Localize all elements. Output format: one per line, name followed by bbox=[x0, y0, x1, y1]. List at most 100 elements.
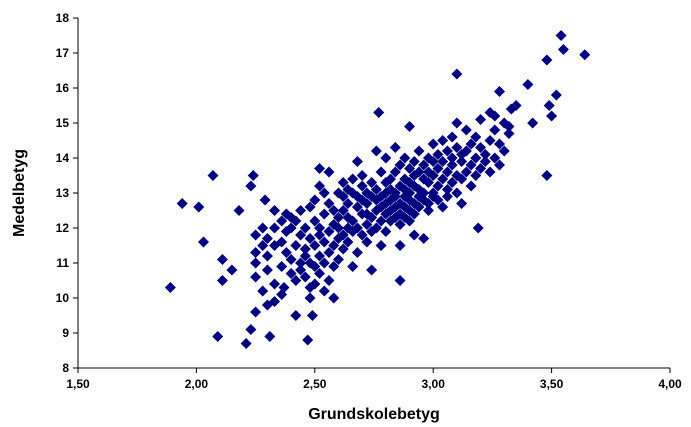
y-tick-label: 10 bbox=[56, 291, 70, 305]
point bbox=[250, 306, 262, 318]
point bbox=[375, 215, 387, 227]
x-tick-label: 2,50 bbox=[303, 377, 327, 391]
point bbox=[347, 173, 359, 185]
point bbox=[475, 163, 487, 174]
point bbox=[351, 247, 363, 258]
point bbox=[247, 170, 259, 181]
point bbox=[503, 128, 515, 139]
point bbox=[309, 240, 321, 251]
point bbox=[437, 201, 449, 213]
y-tick-label: 11 bbox=[56, 256, 69, 270]
point bbox=[432, 194, 444, 206]
point bbox=[314, 222, 326, 234]
point bbox=[579, 49, 591, 61]
point bbox=[337, 229, 349, 241]
point bbox=[351, 201, 363, 213]
x-tick-label: 1,50 bbox=[66, 377, 90, 391]
x-axis-title: Grundskolebetyg bbox=[308, 406, 440, 423]
point bbox=[465, 159, 477, 171]
x-tick-label: 3,00 bbox=[422, 377, 446, 391]
point bbox=[394, 219, 406, 230]
y-tick-label: 8 bbox=[62, 361, 69, 375]
point bbox=[375, 166, 387, 178]
point bbox=[269, 278, 281, 290]
point bbox=[290, 275, 302, 286]
point bbox=[342, 198, 354, 209]
point bbox=[460, 124, 472, 136]
point bbox=[446, 159, 458, 171]
point bbox=[472, 222, 484, 234]
point bbox=[432, 163, 444, 174]
point bbox=[361, 198, 373, 209]
point bbox=[193, 201, 205, 213]
point bbox=[351, 222, 363, 234]
point bbox=[527, 117, 539, 129]
point bbox=[318, 208, 330, 220]
point bbox=[332, 212, 344, 223]
point bbox=[323, 226, 335, 237]
y-tick-label: 18 bbox=[56, 11, 70, 25]
point bbox=[328, 205, 340, 216]
y-tick-label: 17 bbox=[56, 46, 70, 60]
point bbox=[356, 180, 368, 192]
point bbox=[451, 68, 463, 80]
point bbox=[299, 250, 311, 262]
point bbox=[456, 173, 468, 185]
x-tick-label: 2,00 bbox=[185, 377, 209, 391]
point bbox=[413, 145, 425, 157]
point bbox=[418, 159, 430, 171]
point bbox=[470, 152, 482, 164]
point bbox=[404, 121, 416, 132]
point bbox=[422, 205, 434, 216]
point bbox=[370, 222, 382, 234]
point bbox=[309, 194, 321, 206]
point bbox=[437, 156, 449, 167]
point bbox=[250, 247, 262, 258]
point bbox=[226, 264, 238, 276]
y-tick-label: 9 bbox=[62, 326, 69, 340]
point bbox=[394, 159, 406, 171]
point bbox=[328, 240, 340, 251]
x-tick-label: 4,00 bbox=[658, 377, 682, 391]
point bbox=[484, 166, 496, 178]
point bbox=[489, 124, 501, 136]
point bbox=[446, 131, 458, 143]
point bbox=[314, 250, 326, 262]
point bbox=[385, 173, 397, 185]
y-tick-label: 14 bbox=[56, 151, 70, 165]
point bbox=[422, 177, 434, 188]
point bbox=[314, 229, 326, 241]
point bbox=[309, 215, 321, 227]
point bbox=[484, 135, 496, 146]
point bbox=[245, 180, 257, 192]
point bbox=[361, 219, 373, 230]
point bbox=[176, 198, 188, 209]
point bbox=[332, 254, 344, 265]
point bbox=[304, 292, 316, 304]
point bbox=[314, 268, 326, 279]
point bbox=[323, 275, 335, 286]
point bbox=[250, 229, 262, 241]
point bbox=[446, 177, 458, 188]
point bbox=[404, 187, 416, 199]
point bbox=[295, 205, 307, 216]
point bbox=[261, 250, 273, 262]
point bbox=[427, 156, 439, 167]
point bbox=[465, 180, 477, 192]
point bbox=[427, 170, 439, 181]
point bbox=[394, 275, 406, 286]
point bbox=[494, 138, 506, 150]
point bbox=[394, 240, 406, 251]
point bbox=[309, 261, 321, 272]
point bbox=[543, 100, 555, 111]
point bbox=[212, 331, 224, 342]
point bbox=[290, 215, 302, 227]
point bbox=[422, 198, 434, 209]
point bbox=[347, 215, 359, 227]
point bbox=[245, 324, 257, 335]
point bbox=[413, 166, 425, 178]
point bbox=[380, 226, 392, 237]
point bbox=[541, 170, 553, 181]
point bbox=[489, 152, 501, 164]
point bbox=[456, 198, 468, 209]
